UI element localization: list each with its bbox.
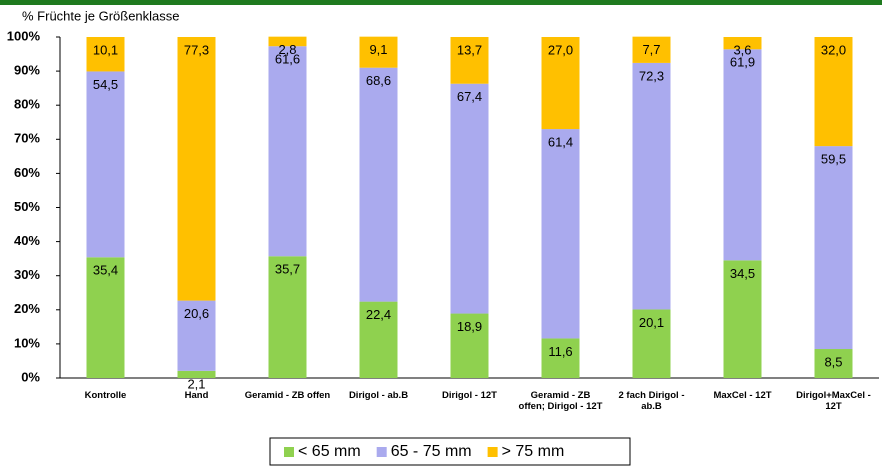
data-label: 54,5 (93, 77, 118, 92)
bar-segment (359, 36, 398, 68)
x-tick-label: 2 fach Dirigol - ab.B (618, 390, 685, 412)
data-label: 27,0 (548, 42, 573, 57)
bar-segment (814, 37, 853, 147)
y-axis-title: % Früchte je Größenklasse (22, 8, 180, 23)
bar-segment (268, 36, 307, 47)
data-label: 10,1 (93, 42, 118, 57)
y-tick-label: 60% (14, 165, 40, 180)
data-label: 77,3 (184, 42, 209, 57)
y-tick-label: 80% (14, 97, 40, 112)
data-label: 20,6 (184, 306, 209, 321)
legend-label: > 75 mm (502, 443, 565, 460)
data-label: 9,1 (369, 42, 387, 57)
data-label: 59,5 (821, 152, 846, 167)
y-tick-label: 10% (14, 335, 40, 350)
legend-label: 65 - 75 mm (391, 443, 472, 460)
bar-segment (268, 256, 307, 378)
bar-segment (632, 62, 671, 310)
x-tick-label: Dirigol - 12T (442, 390, 497, 401)
x-tick-label: Kontrolle (84, 390, 127, 401)
data-label: 35,4 (93, 263, 118, 278)
legend-swatch (376, 447, 387, 457)
data-label: 68,6 (366, 73, 391, 88)
x-tick-label: Geramid - ZB offen; Dirigol - 12T (518, 390, 603, 412)
data-label: 61,6 (275, 52, 300, 67)
y-tick-label: 50% (14, 199, 40, 214)
y-tick-label: 70% (14, 131, 40, 146)
data-label: 32,0 (821, 42, 846, 57)
bar-segment (814, 146, 853, 350)
bar-segment (86, 71, 125, 258)
x-tick-label: Geramid - ZB offen (244, 390, 331, 401)
data-label: 34,5 (730, 266, 755, 281)
bar-segment (541, 129, 580, 339)
y-tick-label: 90% (14, 63, 40, 78)
bar-segment (450, 313, 489, 378)
y-tick-label: 30% (14, 267, 40, 282)
bar-segment (450, 83, 489, 314)
bar-segment (541, 37, 580, 130)
data-label: 72,3 (639, 68, 664, 83)
data-label: 67,4 (457, 89, 482, 104)
data-label: 2,8 (278, 42, 296, 57)
y-tick-label: 100% (7, 28, 41, 43)
y-tick-label: 0% (21, 369, 40, 384)
data-label: 22,4 (366, 307, 391, 322)
data-label: 7,7 (642, 42, 660, 57)
bar-segment (723, 49, 762, 261)
bar-segment (723, 260, 762, 378)
bar-segment (268, 46, 307, 257)
bar-segment (86, 37, 125, 72)
bar-segment (450, 37, 489, 84)
y-tick-label: 40% (14, 233, 40, 248)
legend-swatch (487, 447, 498, 457)
data-label: 3,6 (733, 42, 751, 57)
data-label: 13,7 (457, 42, 482, 57)
x-tick-label: MaxCel - 12T (713, 390, 772, 401)
bar-segment (177, 300, 216, 371)
legend-box (269, 437, 631, 466)
data-label: 2,1 (187, 376, 205, 391)
bar-segment (359, 67, 398, 302)
data-label: 11,6 (548, 344, 572, 359)
x-tick-label: Dirigol+MaxCel - 12T (796, 390, 871, 412)
bar-segment (359, 301, 398, 378)
bar-segment (541, 338, 580, 378)
data-label: 8,5 (824, 354, 842, 369)
bar-segment (177, 37, 216, 301)
x-tick-label: Dirigol - ab.B (348, 390, 409, 401)
data-label: 18,9 (457, 319, 482, 334)
data-label: 61,4 (548, 135, 573, 150)
x-tick-label: Hand (184, 390, 209, 401)
bar-segment (632, 36, 671, 63)
legend-label: < 65 mm (298, 443, 361, 460)
bar-segment (814, 349, 853, 378)
bar-segment (723, 37, 762, 50)
bar-segment (177, 370, 216, 378)
y-tick-label: 20% (14, 301, 40, 316)
data-label: 20,1 (639, 315, 664, 330)
bar-segment (632, 309, 671, 378)
bar-segment (86, 257, 125, 378)
legend-swatch (284, 447, 294, 457)
top-band (0, 0, 882, 5)
data-label: 61,9 (730, 55, 755, 70)
data-label: 35,7 (275, 262, 300, 277)
